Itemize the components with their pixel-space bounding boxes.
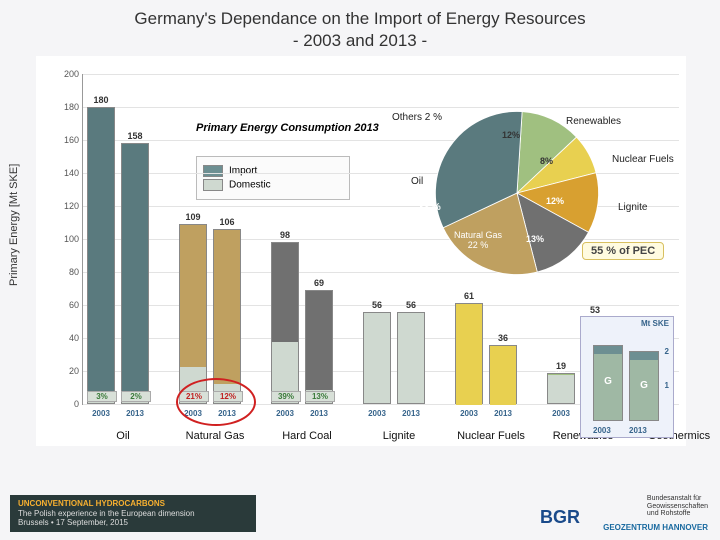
pie-label-oil: Oil <box>411 176 423 187</box>
geozentrum-logo: GEOZENTRUM HANNOVER <box>603 523 708 532</box>
highlight-circle <box>176 378 256 426</box>
inset-y2: 2 <box>665 347 669 356</box>
slide: Germany's Dependance on the Import of En… <box>0 0 720 540</box>
slide-title: Germany's Dependance on the Import of En… <box>0 0 720 54</box>
chart-area: Primary Energy [Mt SKE] Primary Energy C… <box>36 56 686 446</box>
title-line2: - 2003 and 2013 - <box>293 31 427 50</box>
inset-y1: 1 <box>665 381 669 390</box>
y-axis-label: Primary Energy [Mt SKE] <box>8 164 20 286</box>
footer-conf-date: Brussels • 17 September, 2015 <box>18 518 248 528</box>
pie-label-lignite: Lignite <box>618 202 647 213</box>
inset-bar-2003: G <box>593 345 623 421</box>
footer-conf-sub: The Polish experience in the European di… <box>18 509 248 519</box>
pie-label-naturalgas: Natural Gas 22 % <box>454 231 502 251</box>
inset-bar-2013: G <box>629 351 659 421</box>
pie-pct-nuclear: 8% <box>540 156 553 166</box>
title-line1: Germany's Dependance on the Import of En… <box>134 9 585 28</box>
pie-label-nuclear: Nuclear Fuels <box>612 154 674 165</box>
pie-pct-renew: 12% <box>502 130 520 140</box>
footer-conf-title: UNCONVENTIONAL HYDROCARBONS <box>18 499 248 509</box>
pie-pct-oil: 33 % <box>418 202 441 213</box>
footer: UNCONVENTIONAL HYDROCARBONS The Polish e… <box>0 492 720 536</box>
inset-title: Mt SKE <box>641 319 669 328</box>
bgr-logo: BGR <box>540 507 580 527</box>
inset-chart: Mt SKE 2 1 G G 2003 2013 <box>580 316 674 438</box>
pie-label-renewables: Renewables <box>566 116 621 127</box>
pec-callout: 55 % of PEC <box>582 242 664 260</box>
pie-pct-lignite: 12% <box>546 196 564 206</box>
pie-label-others: Others 2 % <box>392 112 442 123</box>
pie-pct-hardcoal: 13% <box>526 234 544 244</box>
